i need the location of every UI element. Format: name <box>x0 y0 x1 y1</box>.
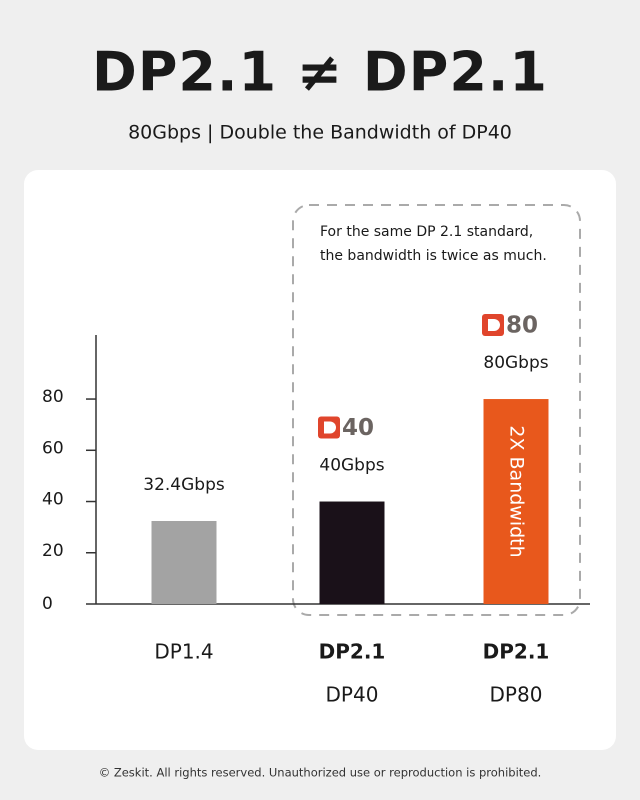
box-note: the bandwidth is twice as much. <box>320 248 547 264</box>
subcategory-label: DP40 <box>326 683 379 707</box>
y-tick-label: 0 <box>42 594 53 614</box>
bar <box>483 399 549 604</box>
bar-annotation: 2X Bandwidth <box>506 425 528 557</box>
footer: © Zeskit. All rights reserved. Unauthori… <box>99 766 542 780</box>
category-label: DP2.1 <box>483 640 550 664</box>
chart-subtitle: 80Gbps | Double the Bandwidth of DP40 <box>128 122 512 144</box>
card <box>24 170 616 750</box>
badge-label: 80 <box>506 313 538 339</box>
badge-icon <box>324 421 336 434</box>
bar <box>319 501 385 604</box>
y-tick-label: 80 <box>42 387 64 407</box>
box-note: For the same DP 2.1 standard, <box>320 224 533 240</box>
value-label: 32.4Gbps <box>143 475 225 495</box>
badge-label: 40 <box>342 415 374 441</box>
y-tick-label: 20 <box>42 541 64 561</box>
highlight-box <box>292 204 581 616</box>
category-label: DP1.4 <box>154 640 213 664</box>
category-label: DP2.1 <box>319 640 386 664</box>
badge-icon <box>488 319 500 332</box>
y-tick-label: 40 <box>42 490 64 510</box>
bar <box>151 520 217 604</box>
chart-title: DP2.1 ≠ DP2.1 <box>92 41 548 104</box>
subcategory-label: DP80 <box>490 683 543 707</box>
y-tick-label: 60 <box>42 438 64 458</box>
value-label: 40Gbps <box>319 456 384 476</box>
value-label: 80Gbps <box>483 353 548 373</box>
